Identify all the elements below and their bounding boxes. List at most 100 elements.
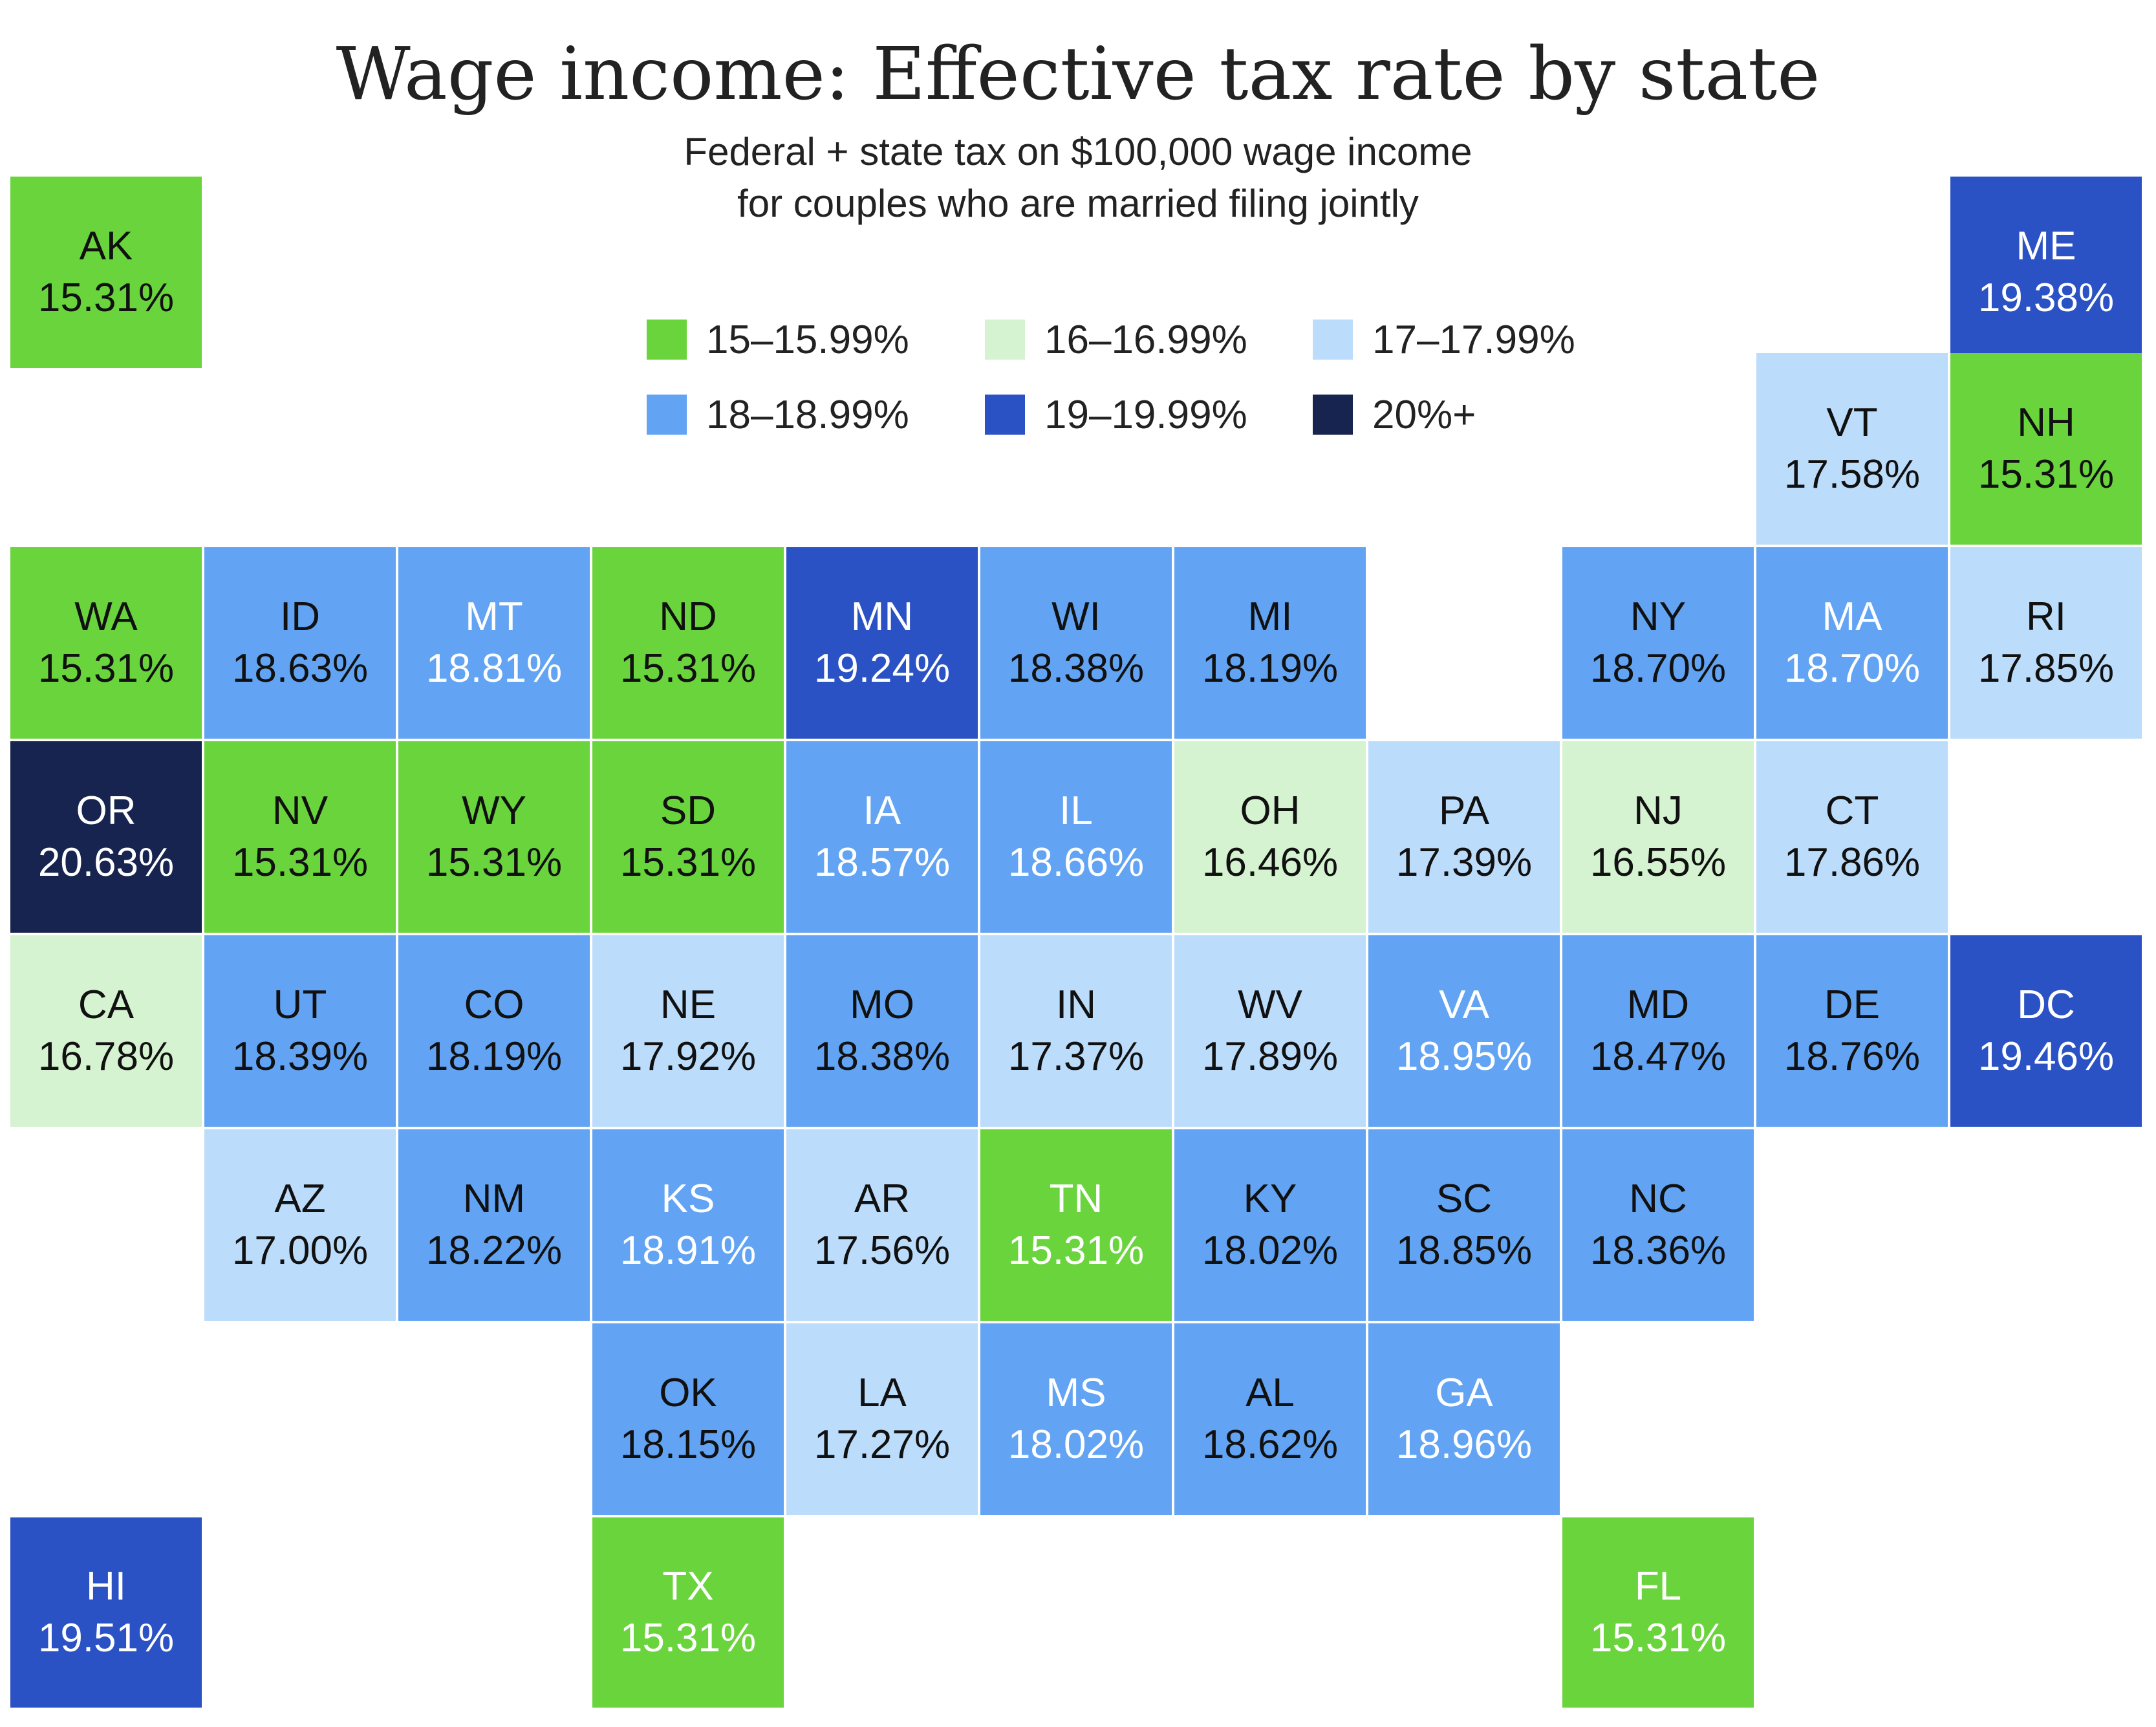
state-tile-sc: SC 18.85% (1368, 1129, 1560, 1321)
state-tile-mi: MI 18.19% (1174, 547, 1366, 739)
state-tile-va: VA 18.95% (1368, 935, 1560, 1127)
state-abbr: CA (78, 983, 135, 1027)
state-rate: 17.86% (1784, 840, 1921, 885)
state-rate: 18.63% (232, 646, 369, 691)
state-rate: 15.31% (620, 1616, 757, 1660)
state-tile-hi: HI 19.51% (10, 1517, 202, 1708)
state-tile-md: MD 18.47% (1562, 935, 1754, 1127)
state-rate: 18.19% (1202, 646, 1339, 691)
state-rate: 17.92% (620, 1034, 757, 1079)
state-abbr: UT (273, 983, 327, 1027)
state-abbr: VT (1826, 400, 1878, 445)
legend-label: 17–17.99% (1372, 317, 1575, 362)
state-rate: 15.31% (38, 646, 175, 691)
state-tile-wy: WY 15.31% (398, 741, 590, 933)
state-tile-oh: OH 16.46% (1174, 741, 1366, 933)
state-tile-in: IN 17.37% (980, 935, 1172, 1127)
state-tile-al: AL 18.62% (1174, 1323, 1366, 1515)
state-tile-nj: NJ 16.55% (1562, 741, 1754, 933)
state-abbr: MD (1626, 983, 1690, 1027)
state-abbr: PA (1438, 788, 1490, 833)
state-tile-me: ME 19.38% (1950, 177, 2142, 368)
state-abbr: OK (659, 1371, 717, 1415)
state-rate: 18.96% (1396, 1422, 1533, 1467)
state-rate: 18.95% (1396, 1034, 1533, 1079)
state-abbr: NV (272, 788, 329, 833)
state-abbr: AK (79, 224, 133, 268)
state-abbr: NE (660, 983, 717, 1027)
legend-label: 20%+ (1372, 392, 1476, 437)
state-tile-ri: RI 17.85% (1950, 547, 2142, 739)
state-rate: 18.38% (1008, 646, 1145, 691)
state-tile-wv: WV 17.89% (1174, 935, 1366, 1127)
state-tile-ga: GA 18.96% (1368, 1323, 1560, 1515)
state-tile-fl: FL 15.31% (1562, 1517, 1754, 1708)
state-rate: 18.62% (1202, 1422, 1339, 1467)
state-rate: 15.31% (38, 276, 175, 320)
state-tile-co: CO 18.19% (398, 935, 590, 1127)
subtitle-line-2: for couples who are married filing joint… (737, 182, 1419, 225)
state-rate: 15.31% (426, 840, 563, 885)
state-tile-tn: TN 15.31% (980, 1129, 1172, 1321)
state-abbr: GA (1435, 1371, 1493, 1415)
state-tile-ct: CT 17.86% (1756, 741, 1948, 933)
legend-label: 15–15.99% (706, 317, 909, 362)
legend-swatch (985, 320, 1025, 360)
state-tile-nm: NM 18.22% (398, 1129, 590, 1321)
state-abbr: ME (2016, 224, 2076, 268)
state-abbr: WI (1051, 594, 1101, 639)
state-abbr: LA (857, 1371, 907, 1415)
state-tile-ut: UT 18.39% (204, 935, 396, 1127)
state-abbr: SC (1436, 1177, 1493, 1221)
state-rate: 19.24% (814, 646, 951, 691)
state-abbr: MO (850, 983, 914, 1027)
state-tile-or: OR 20.63% (10, 741, 202, 933)
state-tile-nd: ND 15.31% (592, 547, 784, 739)
legend-item-15: 15–15.99% (647, 317, 909, 362)
state-rate: 18.76% (1784, 1034, 1921, 1079)
state-tile-ia: IA 18.57% (786, 741, 978, 933)
state-rate: 15.31% (620, 840, 757, 885)
state-abbr: AL (1245, 1371, 1295, 1415)
state-abbr: IL (1059, 788, 1093, 833)
state-rate: 18.02% (1008, 1422, 1145, 1467)
state-abbr: WA (74, 594, 138, 639)
state-rate: 19.46% (1978, 1034, 2115, 1079)
legend-item-19: 19–19.99% (985, 392, 1247, 437)
state-tile-nc: NC 18.36% (1562, 1129, 1754, 1321)
state-tile-az: AZ 17.00% (204, 1129, 396, 1321)
state-rate: 17.39% (1396, 840, 1533, 885)
state-rate: 18.91% (620, 1228, 757, 1273)
state-abbr: TX (662, 1564, 714, 1609)
state-tile-wa: WA 15.31% (10, 547, 202, 739)
state-abbr: DE (1824, 983, 1881, 1027)
state-rate: 16.46% (1202, 840, 1339, 885)
state-abbr: MS (1046, 1371, 1106, 1415)
state-rate: 18.81% (426, 646, 563, 691)
state-rate: 17.56% (814, 1228, 951, 1273)
state-rate: 18.36% (1590, 1228, 1727, 1273)
state-tile-tx: TX 15.31% (592, 1517, 784, 1708)
legend-item-16: 16–16.99% (985, 317, 1247, 362)
state-rate: 18.38% (814, 1034, 951, 1079)
state-abbr: CT (1825, 788, 1879, 833)
legend-swatch (1313, 395, 1353, 435)
state-rate: 18.22% (426, 1228, 563, 1273)
state-abbr: NJ (1633, 788, 1683, 833)
state-tile-nv: NV 15.31% (204, 741, 396, 933)
legend-swatch (985, 395, 1025, 435)
state-tile-wi: WI 18.38% (980, 547, 1172, 739)
state-rate: 19.51% (38, 1616, 175, 1660)
state-abbr: DC (2017, 983, 2075, 1027)
state-rate: 18.85% (1396, 1228, 1533, 1273)
legend-item-18: 18–18.99% (647, 392, 909, 437)
state-tile-ky: KY 18.02% (1174, 1129, 1366, 1321)
state-abbr: SD (660, 788, 717, 833)
state-tile-il: IL 18.66% (980, 741, 1172, 933)
state-abbr: NY (1630, 594, 1687, 639)
state-rate: 18.47% (1590, 1034, 1727, 1079)
state-tile-vt: VT 17.58% (1756, 353, 1948, 545)
state-rate: 15.31% (1590, 1616, 1727, 1660)
legend-item-17: 17–17.99% (1313, 317, 1575, 362)
state-abbr: NM (462, 1177, 526, 1221)
